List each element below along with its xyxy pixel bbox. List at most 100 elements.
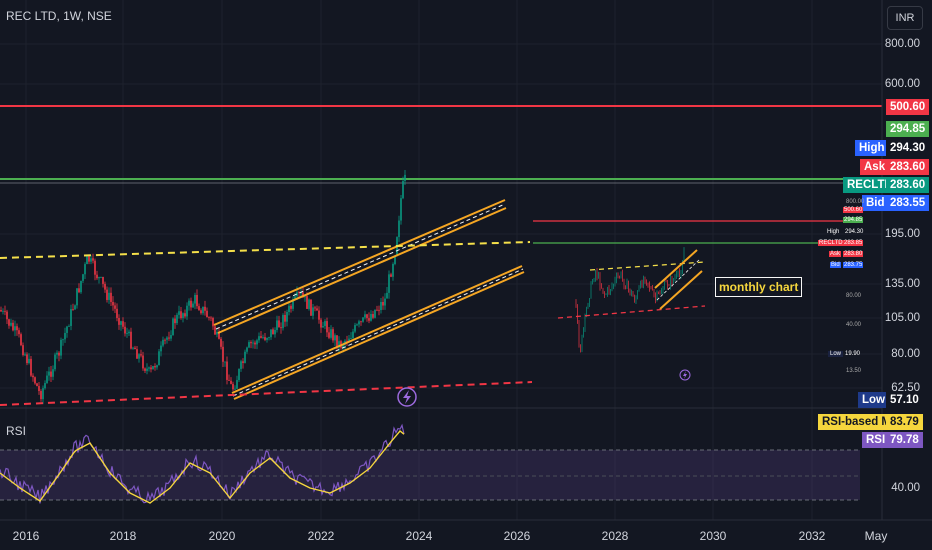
candle-body	[196, 294, 198, 307]
price-candles	[0, 169, 406, 405]
candle-body	[292, 299, 294, 309]
time-tick: 2030	[699, 529, 727, 543]
candle-body	[78, 288, 80, 293]
price-tick: 80.00	[891, 348, 920, 360]
candle-body	[234, 388, 236, 390]
candle-body	[120, 321, 122, 325]
candle-body	[174, 318, 176, 324]
currency-button[interactable]: INR	[887, 6, 923, 30]
candle-body	[4, 310, 6, 312]
candle-body	[330, 329, 332, 338]
candle-body	[142, 355, 144, 369]
candle-body	[24, 354, 26, 356]
candle-body	[158, 351, 160, 366]
lightning-icon[interactable]	[397, 387, 417, 407]
candle-body	[278, 320, 280, 328]
rsi-ma-line	[0, 430, 405, 504]
candle-body	[154, 366, 156, 368]
symbol-value: 283.60	[886, 177, 930, 193]
rsi-label-tag: RSI	[862, 432, 890, 448]
inset-low-label: Low	[828, 351, 844, 357]
candle-body	[100, 276, 102, 278]
candle-body	[224, 361, 226, 363]
candle-body	[92, 258, 94, 261]
candle-body	[144, 368, 146, 371]
channel-lower-outer	[233, 271, 525, 400]
inset-red-tag: 500.60	[843, 207, 864, 213]
candle-body	[172, 318, 174, 336]
inset-candles	[575, 247, 685, 353]
candle-body	[0, 310, 2, 312]
inset-ask-value: 283.80	[843, 251, 864, 257]
candle-body	[148, 367, 150, 369]
candle-body	[28, 358, 30, 364]
channel-lower-inner	[231, 265, 523, 394]
candle-body	[382, 301, 384, 306]
candle-body	[112, 301, 114, 306]
candle-body	[176, 314, 178, 324]
rsi-pane-label[interactable]: RSI	[6, 424, 27, 438]
candle-body	[240, 361, 242, 369]
time-tick: 2028	[601, 529, 629, 543]
candle-body	[50, 371, 52, 377]
lightning-icon-small[interactable]	[679, 369, 691, 381]
inset-green-tag: 294.85	[843, 217, 864, 223]
candle-body	[84, 264, 86, 275]
time-tick: May	[864, 529, 888, 543]
candle-body	[372, 314, 374, 318]
candle-body	[58, 352, 60, 356]
candle-body	[134, 347, 136, 350]
monthly-chart-annotation[interactable]: monthly chart	[715, 277, 803, 297]
candle-body	[150, 367, 152, 370]
price-tick: 800.00	[884, 38, 920, 50]
candle-body	[66, 326, 68, 333]
inset-bid-label: Bid	[830, 262, 841, 268]
candle-body	[98, 277, 100, 279]
candle-body	[156, 365, 158, 368]
candle-body	[360, 321, 362, 323]
candle-body	[218, 332, 220, 339]
candle-body	[310, 299, 312, 316]
candle-body	[186, 305, 188, 317]
inset-high-value: 294.30	[845, 229, 864, 235]
candle-body	[260, 336, 262, 338]
candle-body	[130, 331, 132, 349]
candle-body	[48, 371, 50, 376]
inset-symbol-label: RECLTD	[818, 240, 844, 246]
candle-body	[140, 354, 142, 356]
candle-body	[56, 352, 58, 355]
candle-body	[352, 331, 354, 339]
candle-body	[168, 337, 170, 339]
candle-body	[356, 324, 358, 326]
candle-body	[208, 317, 210, 318]
candle-body	[222, 346, 224, 362]
candle-body	[62, 339, 64, 341]
candle-body	[306, 296, 308, 309]
candle-body	[288, 305, 290, 312]
candle-body	[404, 174, 406, 182]
candle-body	[46, 375, 48, 384]
candle-body	[370, 314, 372, 321]
candle-body	[36, 383, 38, 387]
price-tick: 600.00	[884, 78, 920, 90]
candle-body	[116, 308, 118, 319]
candle-body	[312, 307, 314, 316]
candle-body	[348, 338, 350, 342]
candle-body	[194, 294, 196, 304]
candle-body	[60, 339, 62, 356]
inset-support-trendline	[557, 305, 706, 319]
candle-body	[334, 335, 336, 341]
candle-body	[178, 311, 180, 315]
candle-body	[202, 306, 204, 314]
channel-midlines	[215, 203, 524, 397]
candle-body	[70, 309, 72, 326]
rsi-ma-value: 83.79	[886, 414, 923, 430]
candle-body	[128, 331, 130, 334]
candle-body	[96, 274, 98, 279]
candle-body	[188, 300, 190, 306]
candle-body	[12, 322, 14, 331]
candle-body	[252, 342, 254, 344]
time-tick: 2020	[208, 529, 236, 543]
candle-body	[364, 314, 366, 318]
